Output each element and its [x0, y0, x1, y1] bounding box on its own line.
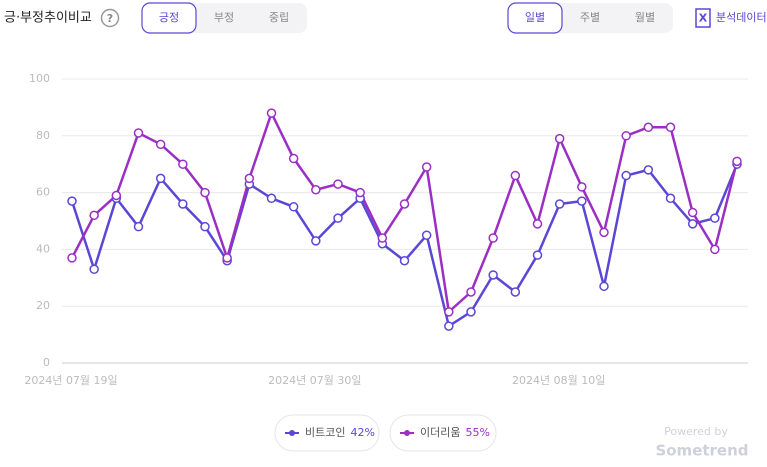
point — [665, 122, 676, 133]
point — [643, 122, 654, 133]
point — [133, 221, 144, 232]
title: 긍·부정추이비교 — [4, 11, 92, 26]
y-tick-label: 60 — [36, 186, 50, 199]
export-label: 분석데이터 — [716, 11, 767, 24]
point — [488, 233, 498, 243]
point — [399, 256, 410, 266]
excel-letter: X — [699, 12, 708, 25]
tab[interactable]: 부정 — [214, 11, 234, 24]
point — [288, 202, 299, 212]
point — [577, 182, 587, 192]
point — [155, 139, 166, 150]
x-tick-label: 2024년 08월 10일 — [512, 373, 605, 387]
point — [421, 162, 432, 172]
point — [643, 165, 654, 175]
point — [178, 159, 188, 169]
point — [599, 227, 609, 238]
point — [510, 287, 521, 297]
point — [665, 193, 676, 204]
series-line — [70, 111, 739, 314]
point — [89, 210, 99, 221]
tab[interactable]: 주별 — [580, 11, 600, 24]
point — [710, 213, 720, 223]
point — [466, 287, 476, 297]
point — [466, 307, 476, 317]
excel-icon — [695, 8, 711, 28]
point — [399, 199, 410, 209]
powered-by: Powered by — [664, 425, 728, 438]
legend-box — [389, 414, 497, 452]
point — [621, 131, 631, 141]
point — [311, 185, 321, 195]
tab-selected[interactable] — [141, 2, 197, 34]
point — [377, 233, 388, 243]
point — [311, 236, 321, 246]
legend-share: 42% — [350, 426, 374, 439]
point — [444, 307, 454, 317]
tab[interactable]: 긍정 — [159, 11, 179, 24]
y-tick-label: 40 — [36, 242, 50, 255]
legend-item[interactable]: 비트코인 42% — [274, 414, 380, 452]
point — [222, 253, 232, 263]
point — [732, 156, 742, 167]
legend-name: 이더리움 — [420, 426, 460, 439]
point — [599, 281, 609, 292]
y-tick-label: 0 — [43, 356, 50, 369]
point — [67, 196, 77, 206]
point — [288, 153, 299, 164]
tab[interactable]: 일별 — [525, 10, 545, 24]
point — [510, 170, 521, 181]
legend-name: 비트코인 — [305, 426, 345, 439]
point — [488, 270, 498, 280]
x-tick-label: 2024년 07월 19일 — [24, 373, 117, 387]
point — [687, 207, 698, 218]
point — [266, 108, 277, 118]
x-tick-label: 2024년 07월 30일 — [268, 373, 361, 387]
export[interactable]: X 분석데이터 — [695, 8, 767, 28]
legend-box — [274, 414, 380, 452]
y-tick-label: 20 — [36, 299, 50, 312]
point — [244, 173, 255, 184]
point — [133, 128, 144, 138]
legend-item[interactable]: 이더리움 55% — [389, 414, 497, 452]
tab-selected[interactable] — [507, 2, 563, 34]
point — [89, 264, 99, 275]
point — [532, 250, 543, 260]
point — [577, 196, 587, 206]
legend-dot — [404, 430, 410, 436]
help-icon[interactable] — [100, 8, 120, 28]
point — [554, 199, 565, 209]
point — [554, 133, 565, 144]
y-tick-label: 100 — [29, 72, 50, 85]
tab[interactable]: 월별 — [635, 11, 655, 24]
point — [421, 230, 432, 240]
point — [532, 219, 543, 229]
point — [687, 219, 698, 229]
legend-share: 55% — [465, 426, 489, 439]
point — [200, 187, 210, 198]
point — [67, 253, 77, 263]
point — [178, 199, 188, 209]
tab[interactable]: 중립 — [269, 11, 289, 24]
point — [111, 190, 122, 201]
help-text: ? — [107, 12, 113, 25]
series-line — [70, 163, 739, 328]
point — [333, 179, 343, 189]
brand: Sometrend — [655, 442, 748, 460]
point — [444, 321, 454, 331]
y-tick-label: 80 — [36, 129, 50, 142]
point — [710, 244, 720, 255]
point — [621, 170, 631, 181]
point — [355, 187, 365, 198]
legend-dot — [289, 430, 295, 436]
point — [200, 221, 210, 232]
point — [333, 213, 343, 223]
point — [155, 173, 166, 184]
point — [266, 193, 277, 204]
